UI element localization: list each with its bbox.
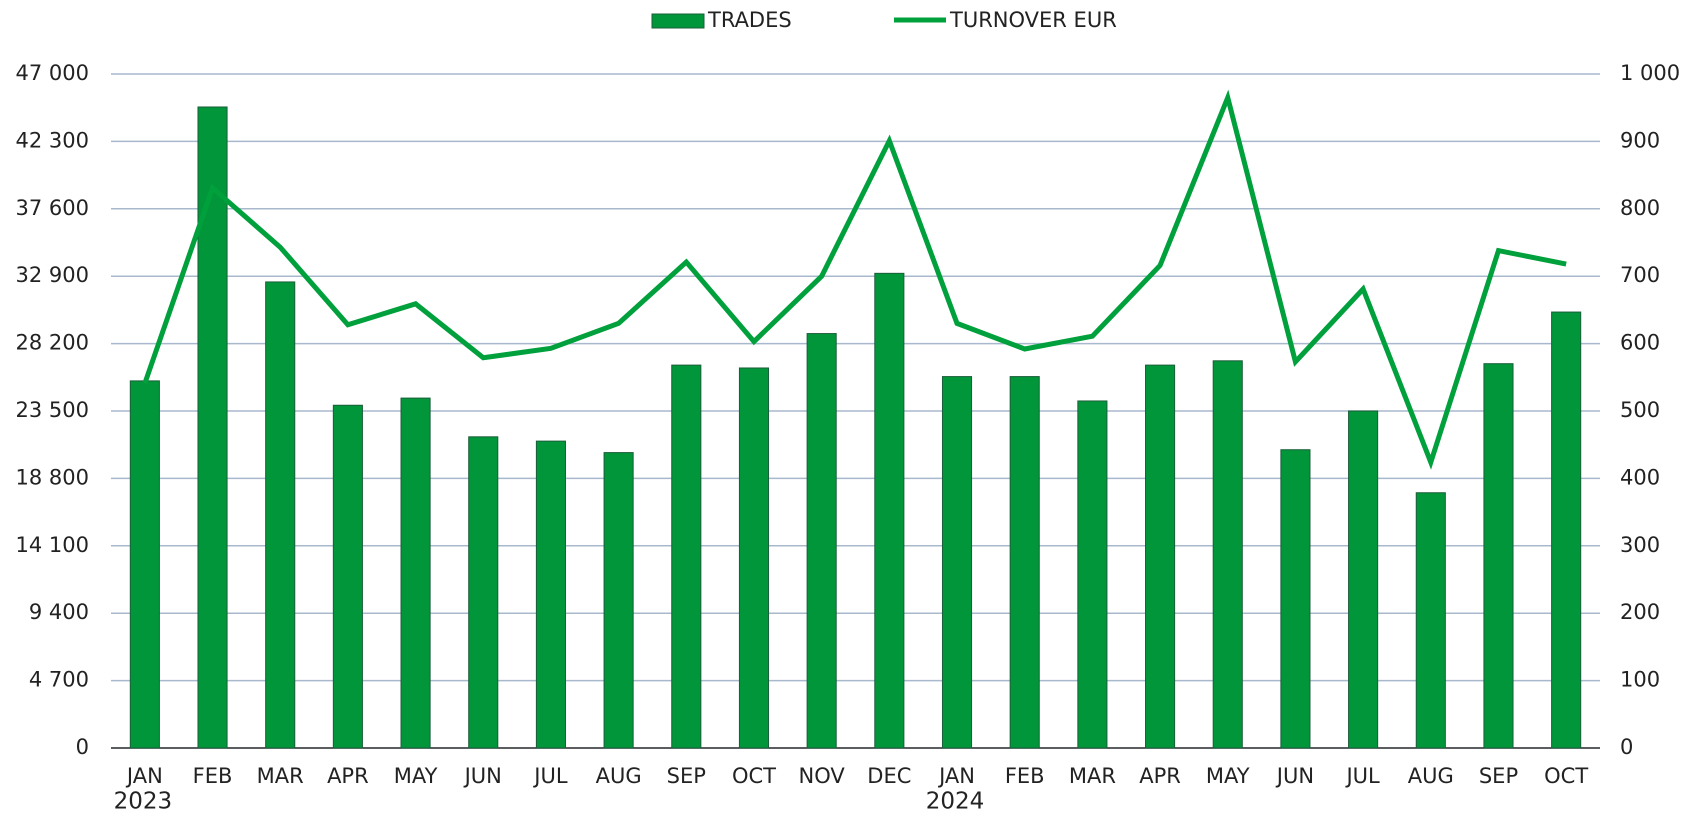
x-tick-label: AUG xyxy=(596,764,642,788)
bar xyxy=(468,436,499,749)
y-tick-label: 32 900 xyxy=(16,263,89,287)
x-tick-label: JUN xyxy=(1275,764,1314,788)
bar xyxy=(1145,364,1176,749)
bar xyxy=(671,364,702,749)
y-tick-label: 42 300 xyxy=(16,128,89,152)
x-tick-label: JUL xyxy=(532,764,568,788)
x-tick-label: FEB xyxy=(1005,764,1045,788)
x-tick-label: MAY xyxy=(394,764,438,788)
line xyxy=(142,89,1567,470)
x-tick-label: FEB xyxy=(193,764,233,788)
bar xyxy=(1415,492,1446,749)
bar xyxy=(806,333,837,749)
bar xyxy=(1551,311,1582,749)
bar xyxy=(874,272,905,749)
y-tick-label: 9 400 xyxy=(29,600,89,624)
bar xyxy=(1483,363,1514,749)
x-tick-label: NOV xyxy=(799,764,846,788)
x-group-label: 2023 xyxy=(114,789,173,815)
y-tick-label: 14 100 xyxy=(16,533,89,557)
legend-label: TURNOVER EUR xyxy=(949,8,1117,32)
y2-tick-label: 600 xyxy=(1620,331,1660,355)
x-tick-label: JUL xyxy=(1344,764,1380,788)
x-tick-label: OCT xyxy=(732,764,776,788)
x-tick-label: JAN xyxy=(125,764,163,788)
x-tick-label: SEP xyxy=(1479,764,1518,788)
y2-tick-label: 900 xyxy=(1620,128,1660,152)
bar xyxy=(1348,410,1379,749)
legend-swatch xyxy=(651,13,705,29)
y2-tick-label: 500 xyxy=(1620,398,1660,422)
x-tick-label: APR xyxy=(1139,764,1181,788)
y-tick-label: 23 500 xyxy=(16,398,89,422)
bar xyxy=(535,440,566,749)
x-tick-label: OCT xyxy=(1544,764,1588,788)
bar xyxy=(1212,360,1243,749)
x-tick-label: APR xyxy=(327,764,369,788)
bar xyxy=(603,452,634,749)
x-tick-label: JAN xyxy=(937,764,975,788)
y2-tick-label: 0 xyxy=(1620,735,1633,759)
x-tick-label: MAR xyxy=(257,764,304,788)
bar xyxy=(197,106,228,749)
y2-tick-label: 100 xyxy=(1620,668,1660,692)
x-tick-label: JUN xyxy=(463,764,502,788)
y2-tick-label: 300 xyxy=(1620,533,1660,557)
bar xyxy=(400,397,431,749)
x-tick-label: MAR xyxy=(1069,764,1116,788)
y2-tick-label: 200 xyxy=(1620,600,1660,624)
y-tick-label: 0 xyxy=(76,735,89,759)
legend-label: TRADES xyxy=(707,8,792,32)
x-tick-label: DEC xyxy=(867,764,911,788)
bar xyxy=(1077,400,1108,749)
bar xyxy=(1009,376,1040,749)
bar xyxy=(1280,449,1311,749)
y2-tick-label: 700 xyxy=(1620,263,1660,287)
y-tick-label: 18 800 xyxy=(16,465,89,489)
y2-tick-label: 1 000 xyxy=(1620,61,1680,85)
y2-tick-label: 800 xyxy=(1620,196,1660,220)
bar xyxy=(332,404,363,749)
bar xyxy=(129,380,160,749)
y-tick-label: 4 700 xyxy=(29,668,89,692)
bar xyxy=(738,367,770,749)
x-tick-label: MAY xyxy=(1206,764,1250,788)
y2-tick-label: 400 xyxy=(1620,465,1660,489)
x-tick-label: SEP xyxy=(667,764,706,788)
y-tick-label: 28 200 xyxy=(16,331,89,355)
y-tick-label: 37 600 xyxy=(16,196,89,220)
bar xyxy=(265,281,296,749)
bar xyxy=(941,376,973,749)
x-group-label: 2024 xyxy=(926,789,985,815)
x-tick-label: AUG xyxy=(1408,764,1454,788)
y-tick-label: 47 000 xyxy=(16,61,89,85)
